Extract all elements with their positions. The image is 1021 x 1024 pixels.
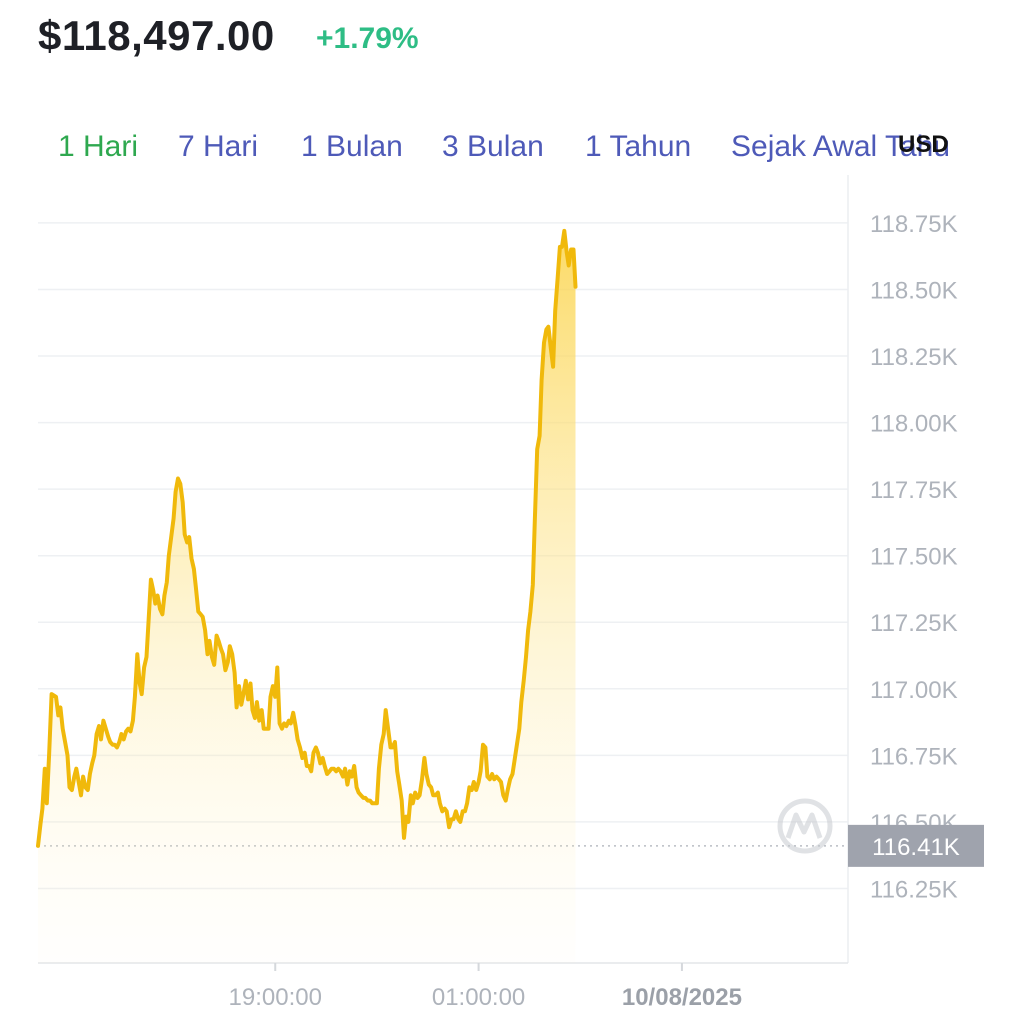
x-tick-label: 01:00:00: [432, 984, 525, 1011]
coinmarketcap-watermark-icon: [777, 798, 833, 854]
y-tick-label: 118.00K: [870, 411, 958, 438]
tab-sejak-awal-tahun[interactable]: Sejak Awal Tahu: [731, 130, 951, 163]
current-price-tag: 116.41K: [848, 824, 984, 867]
y-tick-labels: 118.75K 118.50K 118.25K 118.00K 117.75K 117.5…: [870, 211, 958, 904]
y-tick-label: 116.25K: [870, 876, 958, 903]
price-change-percent: +1.79%: [316, 22, 419, 55]
y-tick-label: 116.75K: [870, 743, 958, 770]
tab-1-tahun[interactable]: 1 Tahun: [585, 130, 692, 163]
x-ticks: [274, 963, 683, 971]
tab-7-hari[interactable]: 7 Hari: [178, 130, 259, 163]
y-tick-label: 118.50K: [870, 277, 958, 304]
currency-label: USD: [898, 131, 949, 158]
y-tick-label: 117.75K: [870, 477, 958, 504]
tab-3-bulan[interactable]: 3 Bulan: [442, 130, 544, 163]
tab-1-bulan[interactable]: 1 Bulan: [301, 130, 403, 163]
price-area-fill: [38, 230, 576, 963]
timeframe-tabs: 1 Hari 7 Hari 1 Bulan 3 Bulan 1 Tahun Se…: [0, 130, 1021, 170]
y-tick-label: 117.50K: [870, 544, 958, 571]
current-price-tag-label: 116.41K: [872, 834, 960, 861]
y-tick-label: 118.25K: [870, 344, 958, 371]
x-tick-label: 10/08/2025: [622, 984, 742, 1011]
y-tick-label: 117.25K: [870, 610, 958, 637]
price-series-line: [36, 228, 578, 848]
tab-1-hari[interactable]: 1 Hari: [58, 130, 139, 163]
x-tick-label: 19:00:00: [229, 984, 322, 1011]
x-tick-labels: 19:00:00 01:00:00 10/08/2025: [229, 984, 742, 1011]
y-tick-label: 117.00K: [870, 677, 958, 704]
current-price: $118,497.00: [38, 12, 275, 59]
y-tick-label: 118.75K: [870, 211, 958, 238]
